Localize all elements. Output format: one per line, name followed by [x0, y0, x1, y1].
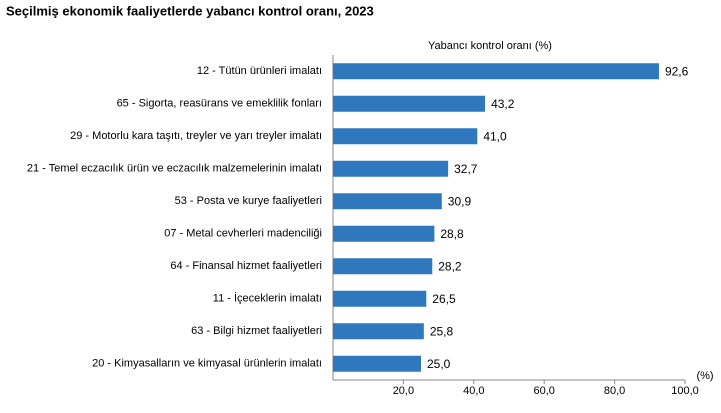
bar	[333, 323, 424, 340]
category-label: 11 - İçeceklerin imalatı	[213, 292, 322, 305]
axis-unit: (%)	[696, 370, 713, 382]
bar	[333, 128, 478, 145]
bar	[333, 258, 433, 275]
x-tick-label: 40,0	[463, 385, 484, 397]
x-tick-label: 60,0	[533, 385, 554, 397]
value-label: 26,5	[432, 292, 456, 306]
value-label: 28,2	[438, 259, 462, 273]
value-label: 43,2	[491, 97, 515, 111]
value-label: 28,8	[440, 227, 464, 241]
bar	[333, 290, 427, 307]
bar	[333, 193, 442, 210]
value-label: 41,0	[483, 129, 507, 143]
value-label: 25,0	[427, 357, 451, 371]
x-tick-label: 80,0	[604, 385, 625, 397]
category-label: 65 - Sigorta, reasürans ve emeklilik fon…	[117, 98, 322, 110]
category-label: 64 - Finansal hizmet faaliyetleri	[170, 260, 322, 272]
x-tick-label: 20,0	[393, 385, 414, 397]
category-label: 21 - Temel eczacılık ürün ve eczacılık m…	[27, 163, 322, 175]
category-label: 20 - Kimyasalların ve kimyasal ürünlerin…	[92, 358, 322, 370]
category-label: 07 - Metal cevherleri madenciliği	[164, 228, 322, 240]
category-label: 12 - Tütün ürünleri imalatı	[197, 65, 322, 77]
category-label: 53 - Posta ve kurye faaliyetleri	[175, 195, 322, 207]
chart-title: Seçilmiş ekonomik faaliyetlerde yabancı …	[6, 3, 374, 18]
bar	[333, 63, 659, 80]
bar	[333, 355, 421, 372]
axis-title: Yabancı kontrol oranı (%)	[428, 40, 552, 52]
category-label: 63 - Bilgi hizmet faaliyetleri	[191, 325, 322, 337]
category-label: 29 - Motorlu kara taşıtı, treyler ve yar…	[70, 130, 322, 142]
bar	[333, 225, 435, 242]
bar	[333, 160, 449, 177]
value-label: 30,9	[448, 194, 472, 208]
value-label: 32,7	[454, 162, 478, 176]
value-label: 92,6	[665, 64, 689, 78]
bar	[333, 95, 486, 112]
x-tick-label: 100,0	[671, 385, 699, 397]
value-label: 25,8	[430, 324, 454, 338]
